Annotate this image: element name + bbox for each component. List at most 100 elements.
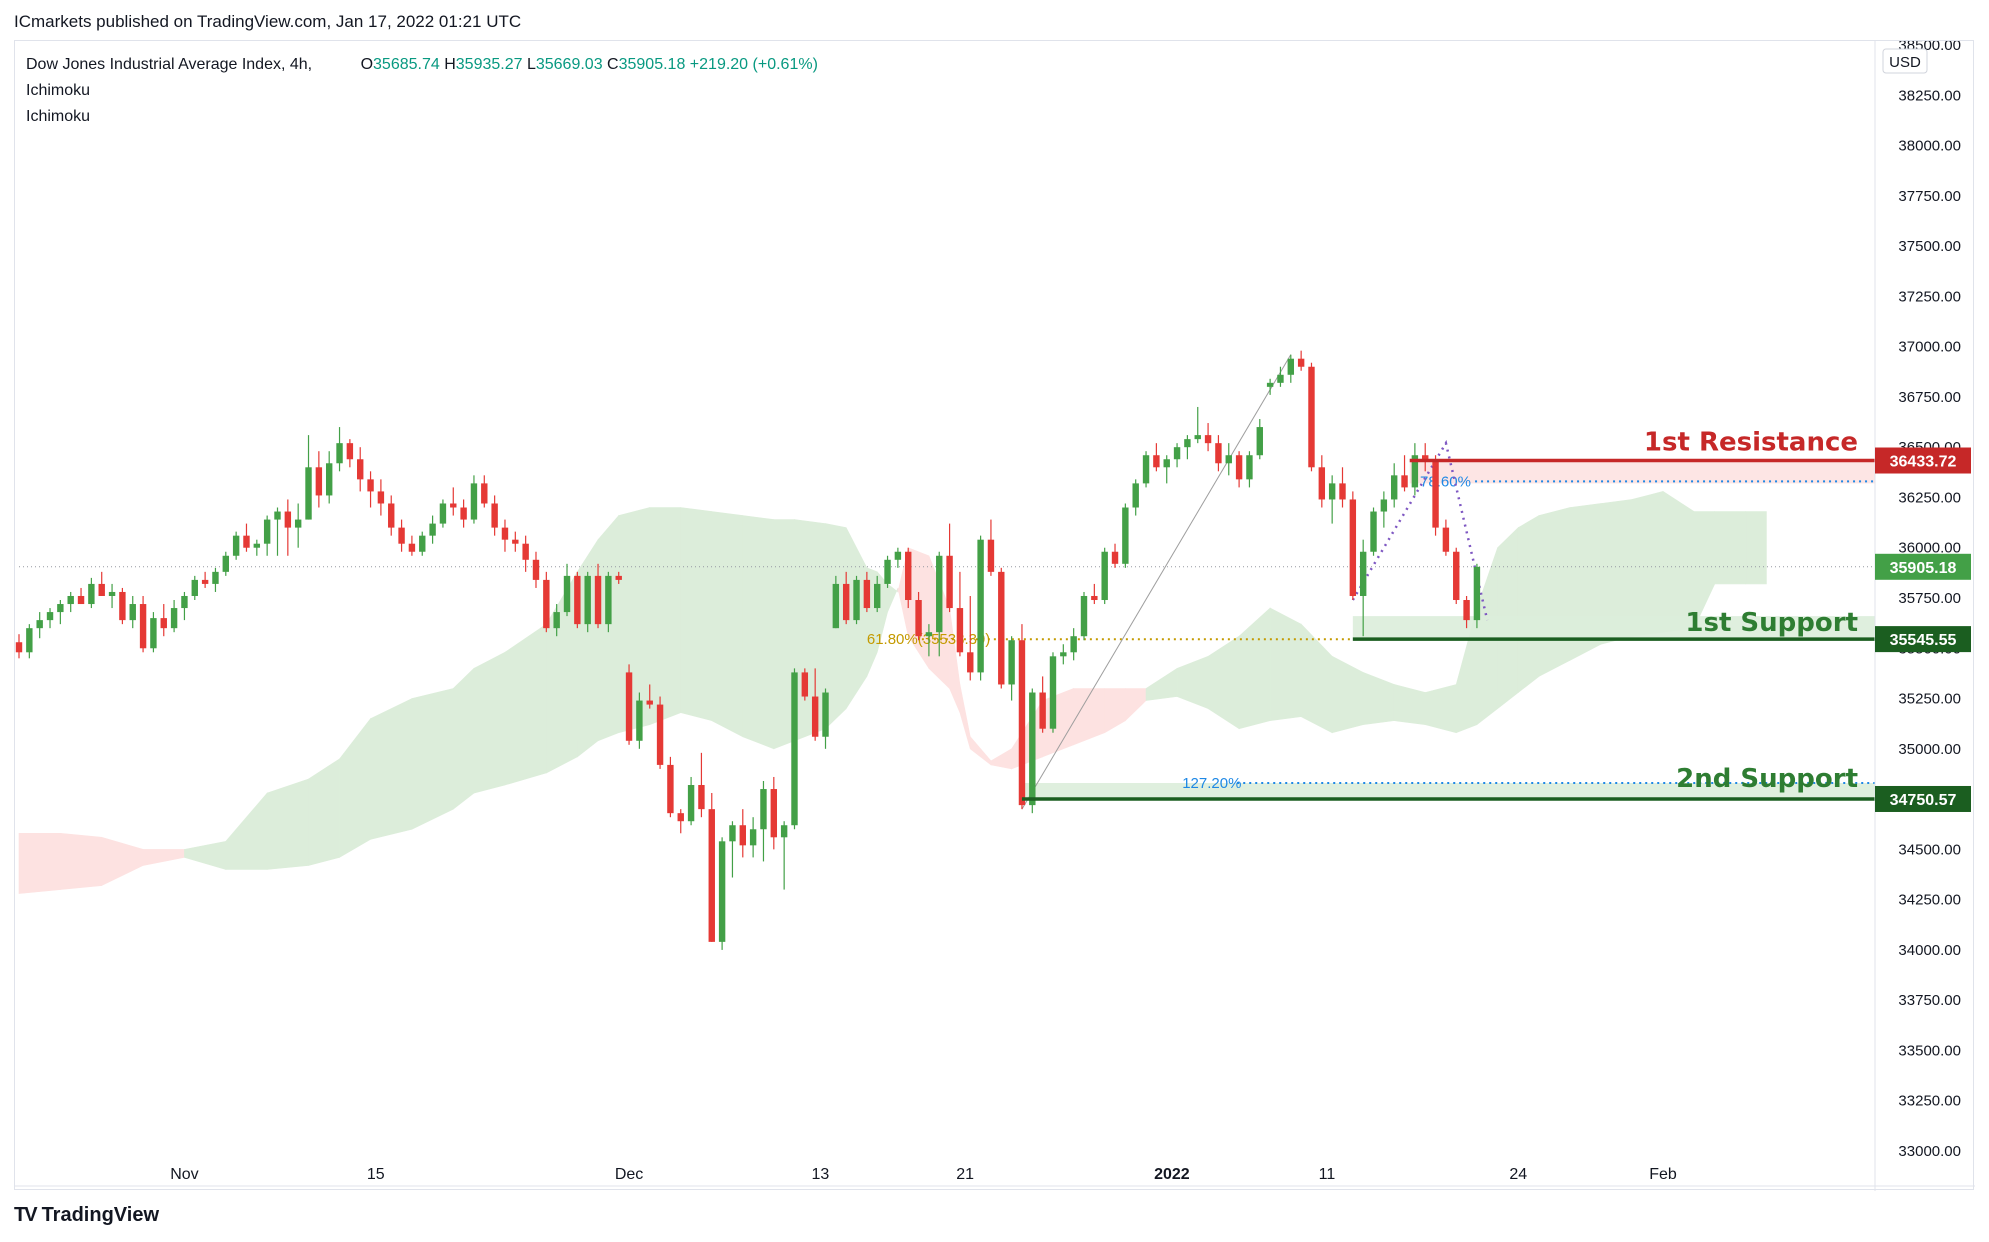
ichimoku-cloud-segment [1269, 607, 1302, 722]
y-tick-label: 33750.00 [1898, 992, 1961, 1009]
candle-down [811, 696, 819, 737]
candle-down [1422, 455, 1429, 460]
ichimoku-cloud-segment [452, 667, 475, 810]
fibonacci-label: 127.20% [1182, 775, 1241, 792]
candle-up [150, 618, 157, 649]
y-tick-label: 37000.00 [1898, 339, 1961, 356]
pattern-line [1021, 354, 1292, 810]
candle-up [325, 463, 333, 496]
ichimoku-cloud-segment [1207, 635, 1240, 730]
y-tick-label: 35750.00 [1898, 590, 1961, 607]
price-zone [1352, 616, 1875, 640]
candle-up [1008, 640, 1015, 685]
x-tick-label: Dec [615, 1166, 643, 1183]
level-price-label: 34750.57 [1890, 792, 1957, 809]
candle-up [760, 789, 767, 830]
candle-down [801, 672, 809, 697]
candle-up [874, 583, 881, 609]
y-tick-label: 33500.00 [1898, 1042, 1961, 1059]
candle-down [698, 785, 705, 810]
candle-down [1339, 483, 1346, 500]
last-price-label: 35905.18 [1890, 560, 1957, 577]
candle-up [1225, 455, 1232, 464]
legend-indicator-1[interactable]: Ichimoku [26, 82, 91, 99]
candle-down [243, 535, 250, 548]
x-tick-label: 21 [956, 1166, 974, 1183]
x-tick-label: 11 [1319, 1166, 1336, 1183]
chart-frame[interactable]: 61.80%(35538.39) 78.60% 127.20% 1st Resista… [14, 40, 1975, 1191]
candle-down [1318, 467, 1326, 500]
candle-down [481, 483, 488, 504]
ichimoku-cloud-segment [60, 832, 103, 890]
ichimoku-cloud-segment [1745, 511, 1767, 585]
candle-up [853, 579, 860, 621]
candle-down [460, 507, 467, 520]
candle-up [1132, 483, 1139, 508]
candle-down [594, 575, 602, 625]
ichimoku-cloud-segment [887, 583, 899, 613]
candle-down [842, 583, 850, 621]
ichimoku-cloud-segment [794, 519, 826, 742]
ichimoku-cloud-segment [649, 507, 682, 726]
legend-symbol-row: Dow Jones Industrial Average Index, 4h, … [26, 52, 818, 78]
x-tick-label: 2022 [1154, 1166, 1190, 1183]
legend-symbol: Dow Jones Industrial Average Index, 4h, [26, 56, 313, 73]
candle-down [1018, 640, 1026, 806]
candle-down [501, 527, 509, 540]
candle-up [749, 829, 757, 846]
ichimoku-cloud-segment [969, 735, 992, 766]
legend-close: 35905.18 [618, 56, 686, 73]
ichimoku-cloud-segment [1104, 688, 1126, 734]
y-tick-label: 33250.00 [1898, 1093, 1961, 1110]
candle-down [987, 539, 995, 572]
candle-up [1328, 483, 1336, 500]
currency-label: USD [1889, 54, 1921, 71]
candle-down [905, 551, 912, 601]
y-tick-label: 37250.00 [1898, 288, 1961, 305]
candle-up [181, 595, 188, 609]
candle-up [791, 672, 798, 826]
candle-down [532, 559, 540, 580]
candle-up [936, 555, 943, 633]
candle-down [646, 700, 653, 705]
candle-down [139, 604, 147, 649]
candle-down [1308, 366, 1315, 468]
ichimoku-cloud-segment [1042, 688, 1074, 758]
ichimoku-cloud-segment [1176, 655, 1209, 710]
candle-down [667, 764, 674, 814]
candle-up [1101, 551, 1108, 601]
candle-up [46, 612, 54, 621]
candle-up [977, 539, 984, 673]
candle-down [1442, 527, 1450, 552]
legend-indicator-2[interactable]: Ichimoku [26, 108, 91, 125]
candle-up [718, 841, 726, 942]
legend-change: +219.20 (+0.61%) [689, 56, 818, 73]
candle-down [915, 600, 922, 637]
candle-down [998, 571, 1005, 685]
legend-high: 35935.27 [455, 56, 523, 73]
candle-down [377, 491, 385, 504]
candle-down [408, 543, 416, 552]
tradingview-logo[interactable]: TV TradingView [14, 1204, 159, 1227]
last-price-label-bg [1875, 553, 1971, 580]
candle-up [1060, 652, 1067, 657]
ichimoku-cloud-segment [339, 717, 371, 858]
ichimoku-cloud-segment [1073, 688, 1105, 746]
tradingview-logo-icon: TV [14, 1204, 38, 1226]
candle-up [1359, 551, 1367, 596]
candle-down [119, 591, 126, 621]
level-price-label: 35545.55 [1890, 632, 1957, 649]
price-chart[interactable]: 61.80%(35538.39)78.60%127.20%1st Resista… [15, 41, 1975, 1191]
candle-up [563, 575, 571, 613]
candle-up [1163, 459, 1170, 468]
level-price-label-bg [1875, 626, 1971, 653]
pattern-line [1351, 439, 1489, 621]
candle-up [1266, 382, 1274, 387]
candle-down [15, 642, 23, 653]
candle-up [36, 620, 43, 629]
ichimoku-cloud-segment [504, 623, 547, 786]
candle-down [863, 579, 871, 609]
candle-up [305, 467, 312, 520]
price-zone [1021, 783, 1875, 800]
ichimoku-cloud-segment [18, 832, 61, 894]
